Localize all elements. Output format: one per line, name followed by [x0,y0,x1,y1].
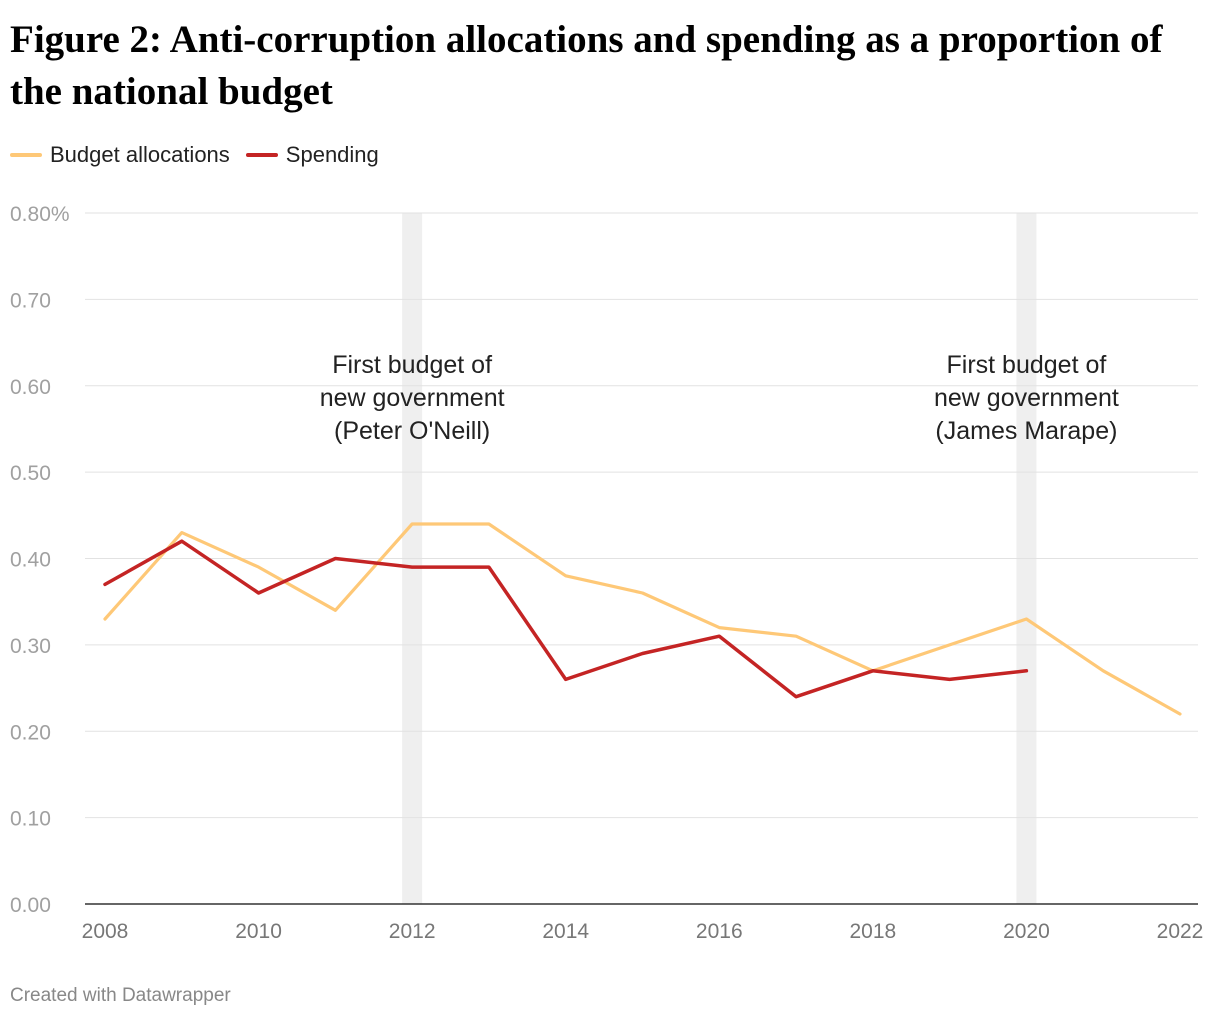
legend-label-budget-allocations: Budget allocations [50,142,230,167]
x-tick-label: 2020 [1003,920,1050,943]
legend-swatch-budget-allocations [10,153,42,157]
series-lines [103,522,1182,716]
series-line-spending [103,539,1029,699]
legend-swatch-spending [245,153,278,157]
x-tick-label: 2012 [389,920,436,943]
y-tick-label: 0.00 [10,894,51,917]
x-tick-label: 2018 [849,920,896,943]
legend-item-budget-allocations: Budget allocations [10,142,230,168]
legend-label-spending: Spending [285,142,379,167]
x-axis-ticks: 2008 2010 2012 2014 2016 2018 2020 2022 [82,920,1204,943]
y-tick-label: 0.30 [10,635,51,658]
annotation-line: new government [934,384,1119,412]
y-tick-label: 0.40 [10,549,51,572]
x-tick-label: 2022 [1157,920,1204,943]
annotations: First budget of new government (Peter O'Ne… [320,351,1119,445]
y-tick-label: 0.80% [10,203,70,226]
x-tick-label: 2014 [542,920,589,943]
annotation-line: First budget of [332,351,492,379]
annotation-line: (James Marape) [935,417,1117,445]
y-axis-ticks: 0.00 0.10 0.20 0.30 0.40 0.50 0.60 0.70 0.80% [10,203,70,917]
chart-legend: Budget allocations Spending [10,140,395,170]
y-tick-label: 0.20 [10,721,51,744]
x-tick-label: 2010 [235,920,282,943]
annotation-line: new government [320,384,505,412]
chart-title: Figure 2: Anti-corruption allocations an… [10,18,1163,113]
y-tick-label: 0.10 [10,808,51,831]
credit-text: Created with Datawrapper [10,985,231,1006]
x-tick-label: 2016 [696,920,743,943]
y-tick-label: 0.50 [10,462,51,485]
annotation-line: (Peter O'Neill) [334,417,490,445]
x-tick-label: 2008 [82,920,129,943]
y-tick-label: 0.70 [10,289,51,312]
annotation-line: First budget of [947,351,1107,379]
y-gridlines [85,212,1198,905]
legend-item-spending: Spending [245,142,379,168]
y-tick-label: 0.60 [10,376,51,399]
